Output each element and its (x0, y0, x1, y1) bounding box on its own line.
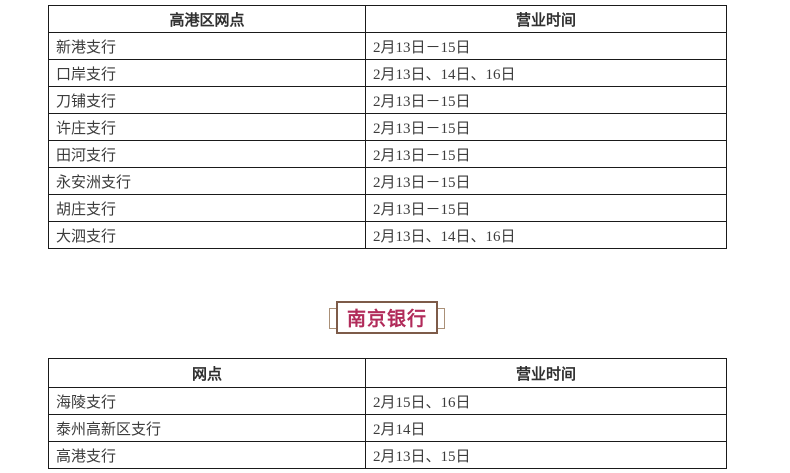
table-row: 口岸支行 2月13日、14日、16日 (48, 59, 727, 87)
table-row: 田河支行 2月13日－15日 (48, 140, 727, 168)
business-hours-cell: 2月13日、14日、16日 (365, 59, 727, 87)
nanjing-bank-table: 网点 营业时间 海陵支行 2月15日、16日 泰州高新区支行 2月14日 高港支… (48, 358, 727, 469)
branch-name-cell: 胡庄支行 (48, 194, 366, 222)
branch-name-cell: 新港支行 (48, 32, 366, 60)
table-row: 高港支行 2月13日、15日 (48, 441, 727, 469)
column-header-branch: 网点 (48, 358, 366, 388)
business-hours-cell: 2月13日、15日 (365, 441, 727, 469)
branch-name-cell: 泰州高新区支行 (48, 414, 366, 442)
table-row: 胡庄支行 2月13日－15日 (48, 194, 727, 222)
branch-name-cell: 口岸支行 (48, 59, 366, 87)
gaogang-branch-table: 高港区网点 营业时间 新港支行 2月13日－15日 口岸支行 2月13日、14日… (48, 5, 727, 249)
branch-name-cell: 永安洲支行 (48, 167, 366, 195)
business-hours-cell: 2月13日－15日 (365, 140, 727, 168)
section-title-label: 南京银行 (346, 309, 427, 330)
branch-name-cell: 大泗支行 (48, 221, 366, 249)
column-header-hours: 营业时间 (365, 5, 727, 33)
column-header-hours: 营业时间 (365, 358, 727, 388)
table-row: 海陵支行 2月15日、16日 (48, 387, 727, 415)
table-row: 大泗支行 2月13日、14日、16日 (48, 221, 727, 249)
column-header-branch: 高港区网点 (48, 5, 366, 33)
table-row: 新港支行 2月13日－15日 (48, 32, 727, 60)
table-row: 许庄支行 2月13日－15日 (48, 113, 727, 141)
business-hours-cell: 2月13日－15日 (365, 194, 727, 222)
branch-name-cell: 高港支行 (48, 441, 366, 469)
branch-name-cell: 刀铺支行 (48, 86, 366, 114)
business-hours-cell: 2月13日－15日 (365, 86, 727, 114)
business-hours-cell: 2月13日－15日 (365, 32, 727, 60)
section-title: 南京银行 (329, 301, 445, 334)
branch-name-cell: 许庄支行 (48, 113, 366, 141)
table-header-row: 高港区网点 营业时间 (48, 5, 727, 33)
section-title-box: 南京银行 (336, 301, 438, 334)
branch-name-cell: 田河支行 (48, 140, 366, 168)
business-hours-cell: 2月15日、16日 (365, 387, 727, 415)
table-row: 泰州高新区支行 2月14日 (48, 414, 727, 442)
business-hours-cell: 2月13日－15日 (365, 167, 727, 195)
table-row: 永安洲支行 2月13日－15日 (48, 167, 727, 195)
table-header-row: 网点 营业时间 (48, 358, 727, 388)
business-hours-cell: 2月14日 (365, 414, 727, 442)
branch-name-cell: 海陵支行 (48, 387, 366, 415)
business-hours-cell: 2月13日、14日、16日 (365, 221, 727, 249)
business-hours-cell: 2月13日－15日 (365, 113, 727, 141)
table-row: 刀铺支行 2月13日－15日 (48, 86, 727, 114)
